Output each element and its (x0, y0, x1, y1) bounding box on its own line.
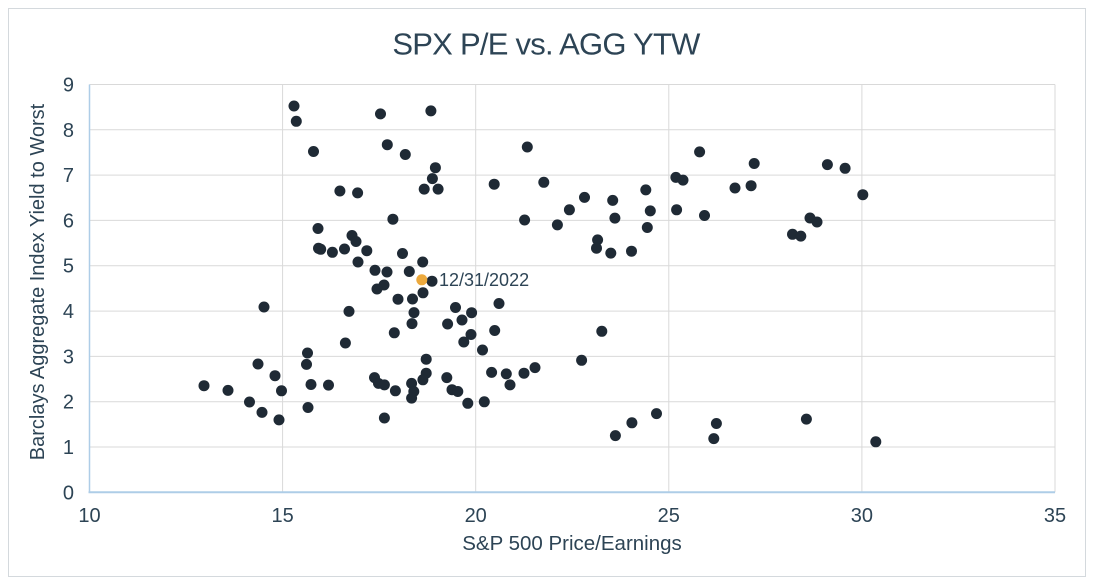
svg-text:0: 0 (63, 482, 74, 504)
svg-text:20: 20 (465, 505, 487, 527)
svg-text:S&P 500 Price/Earnings: S&P 500 Price/Earnings (462, 532, 682, 555)
svg-text:30: 30 (851, 505, 873, 527)
svg-text:10: 10 (78, 505, 100, 527)
svg-text:25: 25 (658, 505, 680, 527)
svg-text:1: 1 (63, 437, 74, 459)
svg-text:Barclays Aggregate Index Yield: Barclays Aggregate Index Yield to Worst (27, 103, 49, 460)
svg-text:35: 35 (1044, 505, 1066, 527)
svg-text:9: 9 (63, 75, 74, 97)
svg-text:8: 8 (63, 120, 74, 142)
svg-text:6: 6 (63, 210, 74, 232)
svg-text:SPX P/E vs. AGG YTW: SPX P/E vs. AGG YTW (392, 27, 701, 62)
svg-text:2: 2 (63, 392, 74, 414)
svg-text:3: 3 (63, 346, 74, 368)
svg-text:7: 7 (63, 165, 74, 187)
svg-text:4: 4 (63, 301, 74, 323)
svg-text:15: 15 (271, 505, 293, 527)
svg-text:5: 5 (63, 256, 74, 278)
svg-text:12/31/2022: 12/31/2022 (439, 270, 529, 290)
